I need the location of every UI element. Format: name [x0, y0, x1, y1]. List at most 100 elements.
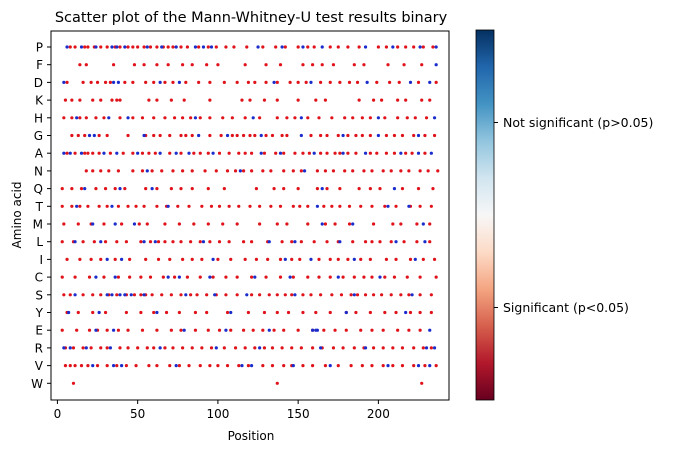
point-significant: [102, 275, 106, 279]
point-significant: [275, 80, 279, 84]
point-significant: [70, 116, 74, 120]
point-not-significant: [105, 293, 109, 297]
point-significant: [118, 45, 122, 49]
point-significant: [187, 364, 191, 368]
y-tick-label: A: [35, 147, 44, 161]
point-significant: [331, 63, 336, 67]
point-significant: [139, 275, 143, 279]
point-not-significant: [68, 151, 72, 155]
point-significant: [155, 187, 159, 191]
point-significant: [323, 98, 328, 102]
point-significant: [399, 222, 403, 226]
point-significant: [336, 364, 340, 368]
point-significant: [423, 133, 427, 138]
point-not-significant: [214, 346, 218, 350]
point-significant: [343, 169, 347, 173]
point-not-significant: [309, 80, 313, 84]
point-significant: [306, 222, 310, 226]
point-not-significant: [225, 133, 230, 138]
point-significant: [429, 310, 433, 315]
point-not-significant: [155, 310, 159, 315]
point-significant: [254, 187, 259, 191]
point-significant: [296, 45, 300, 49]
point-significant: [147, 364, 151, 368]
y-tick-label: Y: [35, 306, 44, 320]
point-significant: [319, 293, 323, 297]
point-not-significant: [142, 293, 146, 297]
point-significant: [205, 63, 209, 67]
point-significant: [282, 169, 286, 173]
point-significant: [394, 204, 398, 208]
point-significant: [209, 346, 214, 350]
y-tick-label: N: [34, 164, 43, 178]
point-not-significant: [79, 45, 84, 49]
point-significant: [113, 187, 117, 191]
point-significant: [336, 133, 340, 138]
point-significant: [206, 45, 210, 49]
point-not-significant: [338, 240, 342, 244]
point-not-significant: [62, 151, 66, 155]
point-significant: [412, 45, 416, 49]
point-significant: [97, 151, 101, 155]
point-significant: [145, 346, 149, 350]
point-not-significant: [299, 116, 303, 120]
point-not-significant: [158, 151, 162, 155]
point-significant: [354, 133, 358, 138]
point-significant: [291, 169, 295, 173]
point-not-significant: [118, 293, 122, 297]
point-significant: [84, 63, 88, 67]
point-not-significant: [209, 45, 214, 49]
point-significant: [368, 310, 372, 315]
point-significant: [222, 80, 226, 84]
point-significant: [415, 222, 419, 226]
point-not-significant: [272, 80, 276, 84]
point-significant: [180, 116, 185, 120]
point-not-significant: [336, 275, 340, 279]
point-significant: [139, 240, 143, 244]
point-significant: [352, 63, 356, 67]
point-significant: [296, 98, 300, 102]
point-significant: [375, 151, 379, 155]
point-significant: [79, 364, 84, 368]
point-significant: [241, 240, 246, 244]
point-significant: [343, 116, 347, 120]
point-significant: [224, 275, 228, 279]
point-not-significant: [301, 45, 305, 49]
point-significant: [171, 80, 175, 84]
point-significant: [351, 116, 355, 120]
point-significant: [323, 364, 328, 368]
point-significant: [172, 116, 177, 120]
point-significant: [155, 63, 159, 67]
point-significant: [404, 151, 408, 155]
point-significant: [86, 364, 90, 368]
point-not-significant: [391, 45, 395, 49]
point-significant: [115, 98, 119, 102]
point-significant: [421, 257, 425, 261]
point-significant: [105, 328, 109, 332]
point-significant: [429, 204, 433, 208]
y-tick-label: P: [36, 41, 43, 55]
point-significant: [429, 346, 433, 350]
point-not-significant: [73, 293, 77, 297]
point-not-significant: [65, 45, 69, 49]
point-significant: [301, 293, 305, 297]
point-not-significant: [424, 346, 429, 350]
point-significant: [103, 80, 108, 84]
point-significant: [264, 63, 268, 67]
point-significant: [397, 80, 401, 84]
point-not-significant: [363, 151, 368, 155]
point-significant: [76, 133, 80, 138]
point-significant: [111, 63, 116, 67]
point-significant: [79, 187, 84, 191]
point-significant: [290, 346, 294, 350]
point-significant: [359, 328, 363, 332]
point-not-significant: [413, 257, 417, 261]
point-significant: [92, 240, 96, 244]
point-significant: [134, 204, 138, 208]
point-significant: [315, 169, 320, 173]
point-significant: [63, 98, 68, 102]
point-significant: [301, 151, 305, 155]
point-significant: [83, 151, 87, 155]
point-significant: [124, 364, 129, 368]
point-significant: [136, 346, 140, 350]
